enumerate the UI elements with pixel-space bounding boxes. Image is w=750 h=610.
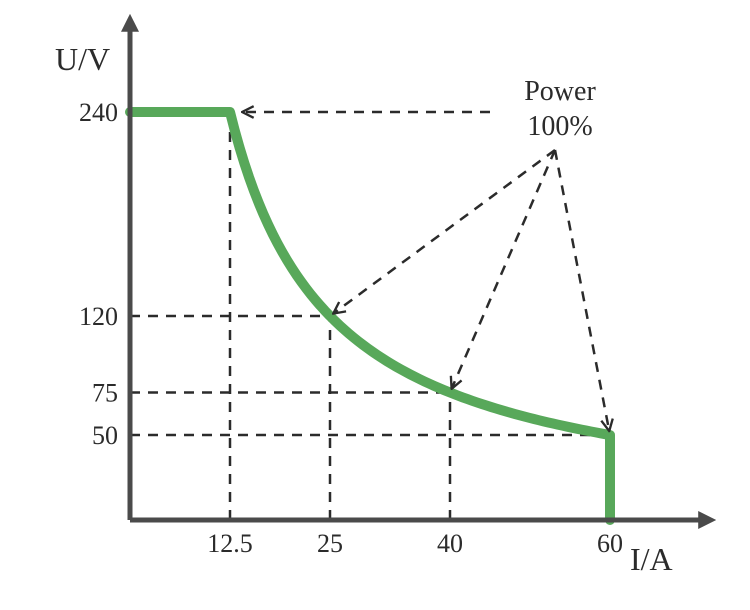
power-arrow: [555, 150, 609, 431]
y-tick-label: 75: [92, 379, 118, 408]
power-label-line2: 100%: [527, 111, 592, 142]
power-arrow: [452, 150, 555, 389]
y-tick-label: 50: [92, 421, 118, 450]
x-tick-label: 12.5: [207, 529, 253, 558]
uv-ia-chart: U/V I/A 12.5 25 40 60 50 75 120 240 Power 100%: [0, 0, 750, 610]
guide-lines: [130, 112, 610, 520]
y-axis-label: U/V: [55, 41, 110, 77]
x-tick-label: 25: [317, 529, 343, 558]
y-tick-label: 240: [79, 98, 118, 127]
x-tick-label: 40: [437, 529, 463, 558]
x-tick-label: 60: [597, 529, 623, 558]
x-axis-label: I/A: [630, 541, 673, 577]
power-arrow: [333, 150, 555, 314]
power-label-line1: Power: [524, 76, 596, 107]
y-tick-label: 120: [79, 302, 118, 331]
